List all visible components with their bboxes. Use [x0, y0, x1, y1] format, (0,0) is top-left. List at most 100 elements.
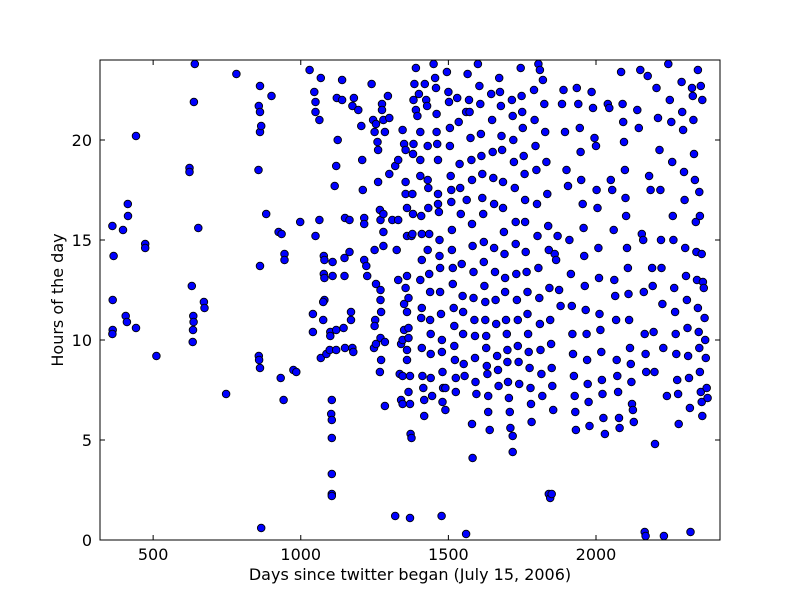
data-point	[495, 87, 505, 97]
data-point	[496, 101, 506, 111]
data-point	[540, 99, 549, 109]
data-point	[326, 331, 335, 341]
data-point	[411, 63, 421, 73]
data-point	[605, 103, 614, 113]
data-point	[398, 399, 407, 409]
data-point	[685, 403, 695, 413]
data-point	[695, 211, 705, 221]
data-point	[429, 59, 438, 69]
data-point	[533, 231, 542, 241]
data-point	[620, 165, 630, 175]
data-point	[629, 417, 639, 427]
data-point	[557, 99, 567, 109]
data-point	[276, 373, 285, 383]
data-point	[340, 253, 349, 263]
data-point	[486, 89, 496, 99]
data-point	[544, 245, 554, 255]
data-point	[501, 315, 511, 325]
data-point	[408, 189, 417, 199]
data-point	[434, 207, 444, 217]
data-point	[447, 185, 456, 195]
data-point	[606, 175, 616, 185]
data-point	[614, 413, 624, 423]
data-point	[305, 65, 314, 75]
data-point	[345, 247, 354, 257]
data-point	[426, 329, 435, 339]
data-point	[477, 151, 486, 161]
data-point	[398, 371, 407, 381]
data-point	[357, 155, 367, 165]
data-point	[681, 271, 691, 281]
data-point	[109, 251, 118, 261]
data-point	[337, 75, 347, 85]
y-tick-label: 20	[72, 131, 92, 150]
data-point	[520, 217, 530, 227]
data-point	[584, 397, 593, 407]
data-point	[576, 147, 585, 157]
data-point	[636, 65, 645, 75]
data-point	[579, 223, 588, 233]
data-point	[444, 87, 453, 97]
data-point	[482, 361, 492, 371]
data-point	[491, 295, 500, 305]
data-point	[424, 183, 433, 193]
data-point	[492, 351, 502, 361]
data-point	[349, 347, 358, 357]
data-point	[695, 343, 704, 353]
data-point	[556, 301, 565, 311]
data-point	[376, 285, 385, 295]
data-point	[256, 523, 266, 533]
data-point	[447, 245, 457, 255]
data-point	[516, 63, 525, 73]
data-point	[538, 75, 548, 85]
data-point	[526, 383, 535, 393]
data-points	[108, 59, 712, 541]
data-point	[370, 245, 379, 255]
data-point	[330, 181, 339, 191]
data-point	[418, 371, 427, 381]
data-point	[518, 123, 528, 133]
data-point	[536, 345, 545, 355]
data-point	[517, 91, 526, 101]
data-point	[310, 87, 319, 97]
data-point	[583, 379, 592, 389]
data-point	[448, 263, 458, 273]
data-point	[373, 177, 383, 187]
data-point	[450, 321, 459, 331]
data-point	[449, 303, 458, 313]
data-point	[393, 275, 403, 285]
data-point	[647, 263, 657, 273]
data-point	[504, 393, 514, 403]
data-point	[497, 131, 506, 141]
data-point	[622, 243, 632, 253]
data-point	[700, 313, 709, 323]
data-point	[532, 165, 541, 175]
data-point	[587, 87, 596, 97]
data-point	[475, 81, 484, 91]
data-point	[613, 387, 623, 397]
data-point	[416, 211, 426, 221]
data-point	[261, 209, 271, 219]
x-tick-label: 500	[138, 545, 169, 564]
data-point	[483, 407, 493, 417]
data-point	[447, 225, 457, 235]
data-point	[624, 315, 634, 325]
data-point	[572, 83, 582, 93]
data-point	[438, 367, 447, 377]
data-point	[478, 209, 488, 219]
data-point	[513, 315, 523, 325]
data-point	[371, 119, 381, 129]
data-point	[500, 273, 510, 283]
data-point	[410, 79, 419, 89]
data-point	[436, 309, 446, 319]
data-point	[664, 59, 673, 69]
data-point	[548, 405, 558, 415]
data-point	[491, 319, 501, 329]
data-point	[521, 247, 530, 257]
data-point	[657, 263, 666, 273]
data-point	[643, 71, 652, 81]
data-point	[280, 255, 289, 265]
data-point	[399, 299, 409, 309]
data-point	[402, 203, 412, 213]
